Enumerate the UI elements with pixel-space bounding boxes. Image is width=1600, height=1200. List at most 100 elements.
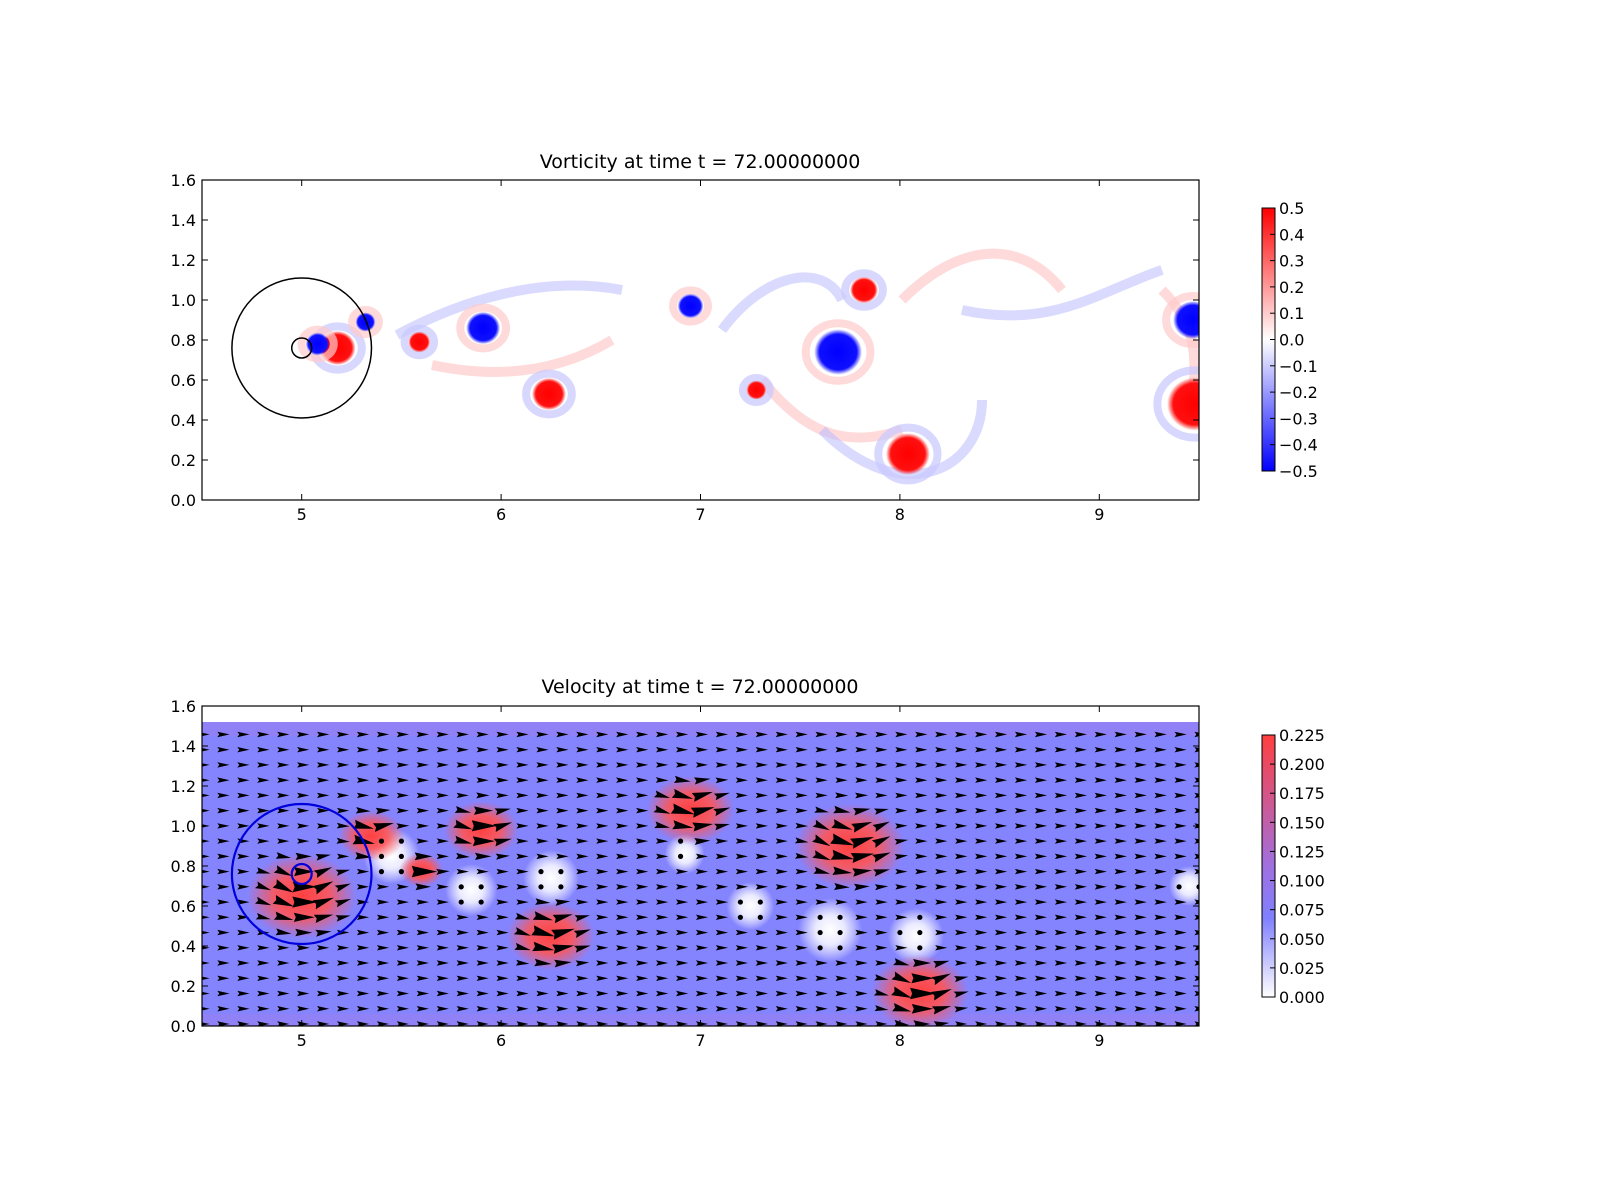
velocity-arrow (396, 914, 409, 920)
velocity-title: Velocity at time t = 72.00000000 (541, 676, 858, 698)
velocity-arrow (1194, 975, 1199, 981)
velocity-arrow (1194, 990, 1199, 997)
velocity-arrow (476, 747, 489, 753)
velocity-arrow (536, 777, 549, 783)
velocity-arrow (237, 853, 250, 860)
velocity-arrow (775, 762, 788, 768)
velocity-arrow (832, 866, 853, 875)
velocity-arrow (975, 884, 988, 890)
velocity-arrow (695, 945, 709, 951)
velocity-arrow (476, 762, 489, 768)
velocity-arrow (297, 1006, 310, 1012)
velocity-arrow (671, 788, 694, 799)
velocity-arrow (1014, 945, 1028, 951)
x-tick-label: 5 (297, 1031, 307, 1050)
velocity-arrow (735, 762, 748, 768)
velocity-arrow (1094, 1021, 1107, 1026)
velocity-arrow (1054, 1021, 1068, 1026)
velocity-arrow (217, 838, 230, 844)
velocity-arrow (695, 1021, 709, 1026)
velocity-arrow (297, 838, 310, 844)
negative-vortex (305, 332, 330, 356)
velocity-arrow (1094, 792, 1107, 799)
velocity-arrow (1034, 777, 1048, 783)
y-tick-label: 0.8 (171, 331, 196, 350)
velocity-arrow (436, 1021, 449, 1026)
velocity-arrow (453, 835, 473, 844)
velocity-arrow (795, 884, 808, 890)
velocity-arrow (576, 792, 589, 799)
velocity-arrow (376, 929, 390, 936)
velocity-arrow (1034, 929, 1048, 936)
velocity-arrow (217, 807, 230, 814)
velocity-arrow (1194, 960, 1199, 966)
velocity-arrow (1014, 929, 1028, 936)
velocity-arrow (1154, 1006, 1167, 1012)
velocity-arrow (915, 762, 928, 768)
y-tick-label: 1.4 (171, 211, 196, 230)
velocity-arrow (794, 837, 809, 844)
velocity-arrow (1094, 747, 1107, 753)
velocity-arrow (695, 960, 709, 966)
velocity-arrow (536, 823, 549, 829)
velocity-arrow (396, 823, 410, 829)
stagnation-dot (677, 838, 684, 844)
stagnation-dot (917, 929, 923, 936)
velocity-arrow (596, 884, 609, 890)
slow-region (1169, 866, 1199, 906)
velocity-arrow (715, 777, 729, 784)
velocity-arrow (496, 914, 509, 920)
velocity-arrow (217, 914, 230, 920)
velocity-arrow (516, 792, 529, 799)
velocity-arrow (955, 731, 968, 738)
vortex-halo (456, 303, 511, 353)
x-tick-label: 9 (1094, 1031, 1104, 1050)
velocity-arrow (1134, 990, 1147, 997)
velocity-arrow (775, 807, 788, 814)
negative-vortex (677, 293, 704, 319)
colorbar-tick-label: 0.000 (1279, 988, 1325, 1007)
velocity-arrow (676, 990, 689, 997)
velocity-arrow (416, 838, 429, 844)
velocity-arrow (217, 975, 230, 981)
velocity-arrow (436, 1006, 449, 1012)
velocity-arrow (297, 792, 310, 799)
velocity-arrow (315, 854, 331, 861)
velocity-arrow (1074, 868, 1087, 875)
velocity-arrow (975, 990, 988, 997)
velocity-arrow (695, 899, 709, 905)
velocity-arrow (356, 914, 370, 920)
velocity-arrow (1134, 929, 1147, 936)
velocity-arrow (396, 899, 409, 905)
velocity-background (202, 722, 1199, 1026)
velocity-arrow (596, 914, 609, 920)
x-tick-label: 9 (1094, 505, 1104, 524)
velocity-arrow (636, 731, 649, 738)
velocity-arrow (1114, 945, 1127, 951)
velocity-arrow (775, 792, 788, 799)
velocity-arrow (1094, 868, 1107, 875)
velocity-arrow (313, 914, 334, 923)
velocity-arrow (795, 807, 808, 814)
velocity-arrow (815, 747, 828, 753)
velocity-arrow (875, 777, 888, 783)
vortex-halo (874, 423, 942, 485)
velocity-arrow (875, 914, 888, 920)
velocity-arrow (1134, 838, 1147, 844)
velocity-arrow (556, 838, 569, 844)
velocity-arrow (1054, 929, 1068, 936)
velocity-arrow (715, 884, 729, 890)
velocity-arrow (1054, 990, 1068, 997)
colorbar-tick-label: 0.100 (1279, 872, 1325, 891)
velocity-arrow (1114, 731, 1127, 738)
velocity-arrow (1034, 762, 1048, 768)
velocity-arrow (975, 914, 988, 920)
velocity-arrow (1194, 899, 1199, 905)
velocity-arrow (873, 869, 890, 877)
velocity-arrow (1134, 1021, 1147, 1026)
velocity-arrow (257, 807, 270, 814)
velocity-arrow (1154, 747, 1167, 753)
velocity-arrow (202, 915, 210, 919)
velocity-arrow (935, 792, 948, 799)
velocity-arrow (456, 731, 469, 738)
